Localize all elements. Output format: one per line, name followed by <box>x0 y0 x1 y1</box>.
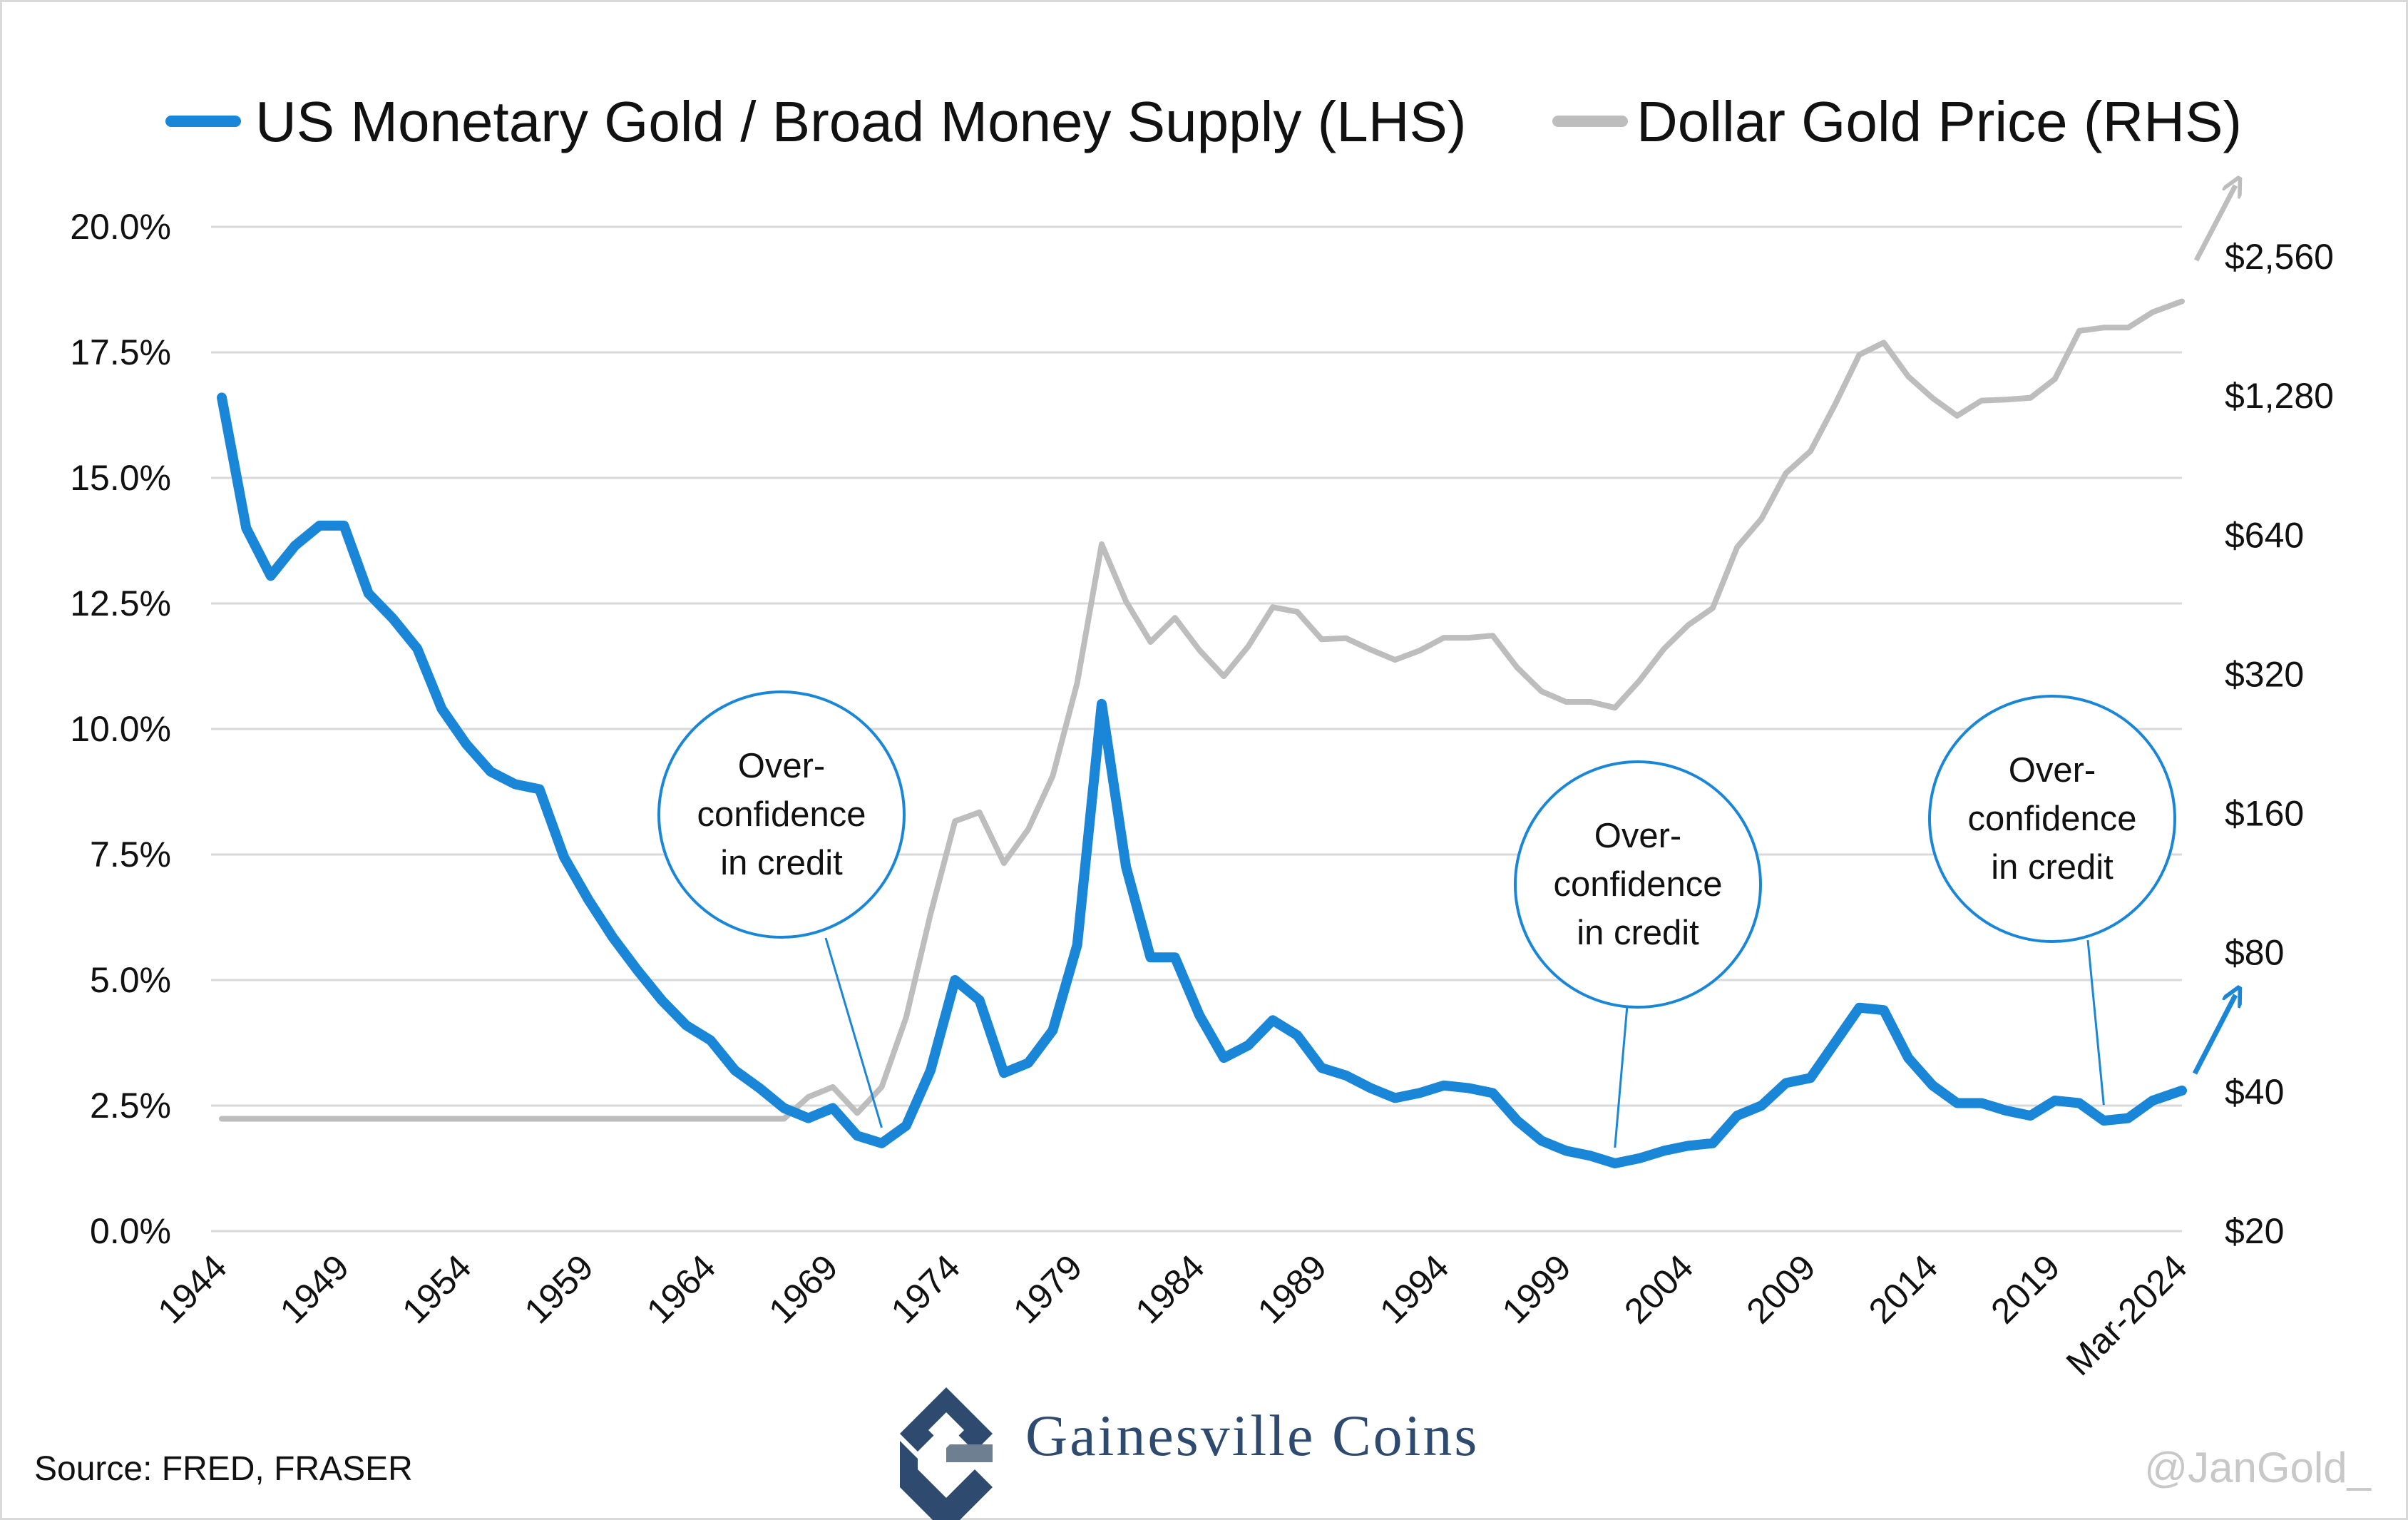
author-handle: @JanGold_ <box>2144 1444 2372 1491</box>
legend-label-gold-money: US Monetary Gold / Broad Money Supply (L… <box>255 90 1467 153</box>
callout-text: Over- <box>738 747 826 785</box>
right-tick-label: $40 <box>2225 1072 2284 1112</box>
callout-pointer <box>2086 939 2105 1106</box>
x-tick-label: 1959 <box>517 1247 601 1331</box>
left-tick-label: 20.0% <box>70 207 171 247</box>
callout-pointer <box>824 937 883 1128</box>
x-tick-label: 1989 <box>1250 1247 1334 1331</box>
left-tick-label: 12.5% <box>70 583 171 623</box>
legend-label-gold-price: Dollar Gold Price (RHS) <box>1636 90 2242 153</box>
x-tick-label: 1964 <box>639 1247 723 1331</box>
callout-text: confidence <box>697 795 866 834</box>
left-tick-label: 0.0% <box>90 1211 171 1251</box>
callout-text: in credit <box>1577 914 1699 952</box>
x-tick-label: 1954 <box>394 1247 478 1331</box>
annotation-callout: Over-confidence in credit <box>657 690 906 1128</box>
callout-text: in credit <box>720 844 843 882</box>
callout-circle <box>1514 760 1762 1009</box>
x-tick-label: 2019 <box>1983 1247 2067 1331</box>
callout-text: confidence <box>1967 800 2136 838</box>
left-tick-label: 5.0% <box>90 960 171 1000</box>
x-tick-label: 1949 <box>272 1247 357 1331</box>
gold-price-up-arrow <box>2193 185 2235 262</box>
x-tick-label: 1969 <box>761 1247 845 1331</box>
gridlines <box>211 225 2182 1233</box>
left-tick-label: 10.0% <box>70 709 171 749</box>
left-tick-label: 17.5% <box>70 332 171 372</box>
right-tick-label: $160 <box>2225 794 2304 834</box>
x-tick-label: 2009 <box>1739 1247 1823 1331</box>
x-tick-label: 2004 <box>1617 1247 1701 1331</box>
x-tick-label: 1974 <box>883 1247 968 1331</box>
right-tick-label: $20 <box>2225 1211 2284 1251</box>
callout-text: Over- <box>2009 751 2096 790</box>
right-tick-label: $640 <box>2225 515 2304 555</box>
series-line-gold-money <box>217 392 2187 1168</box>
brand-mark-icon <box>900 1387 993 1520</box>
right-tick-label: $2,560 <box>2225 237 2334 277</box>
callout-circle <box>657 690 906 939</box>
legend: US Monetary Gold / Broad Money Supply (L… <box>165 90 2242 153</box>
left-tick-label: 15.0% <box>70 458 171 498</box>
x-tick-label: 1979 <box>1005 1247 1090 1331</box>
right-tick-label: $320 <box>2225 654 2304 694</box>
x-tick-label: Mar-2024 <box>2059 1247 2195 1383</box>
x-tick-label: 2014 <box>1861 1247 1945 1331</box>
left-tick-label: 7.5% <box>90 835 171 874</box>
callout-text: confidence <box>1553 865 1722 904</box>
right-tick-label: $1,280 <box>2225 376 2334 416</box>
right-tick-label: $80 <box>2225 933 2284 973</box>
callout-text: Over- <box>1594 817 1682 855</box>
left-tick-label: 2.5% <box>90 1086 171 1126</box>
series-layer <box>217 298 2187 1168</box>
x-axis-ticks: 1944 1949 1954 1959 1964 1969 1974 1979 1984 1989… <box>150 1247 2195 1383</box>
left-axis-ticks: 0.0% 2.5% 5.0% 7.5% 10.0% 12.5% 15.0% 17.5% 20.0… <box>70 207 171 1251</box>
right-axis-ticks: $20 $40 $80 $160 $320 $640 $1,280 $2,560 <box>2225 237 2334 1251</box>
annotation-callout: Over-confidence in credit <box>1928 695 2176 1106</box>
x-tick-label: 1994 <box>1372 1247 1456 1331</box>
x-tick-label: 1944 <box>150 1247 235 1331</box>
brand-name: Gainesville Coins <box>1025 1403 1479 1468</box>
series-line-gold-price <box>219 298 2185 1122</box>
gold-money-up-arrow <box>2192 995 2235 1075</box>
brand-logo: Gainesville Coins <box>900 1387 1479 1520</box>
x-tick-label: 1999 <box>1495 1247 1579 1331</box>
annotations: Over-confidence in credit Over-confidence i… <box>657 690 2176 1148</box>
x-tick-label: 1984 <box>1128 1247 1212 1331</box>
callout-circle <box>1928 695 2176 943</box>
callout-text: in credit <box>1991 848 2114 887</box>
source-note: Source: FRED, FRASER <box>34 1450 413 1488</box>
callout-pointer <box>1614 1005 1629 1148</box>
annotation-callout: Over-confidence in credit <box>1514 760 1762 1148</box>
